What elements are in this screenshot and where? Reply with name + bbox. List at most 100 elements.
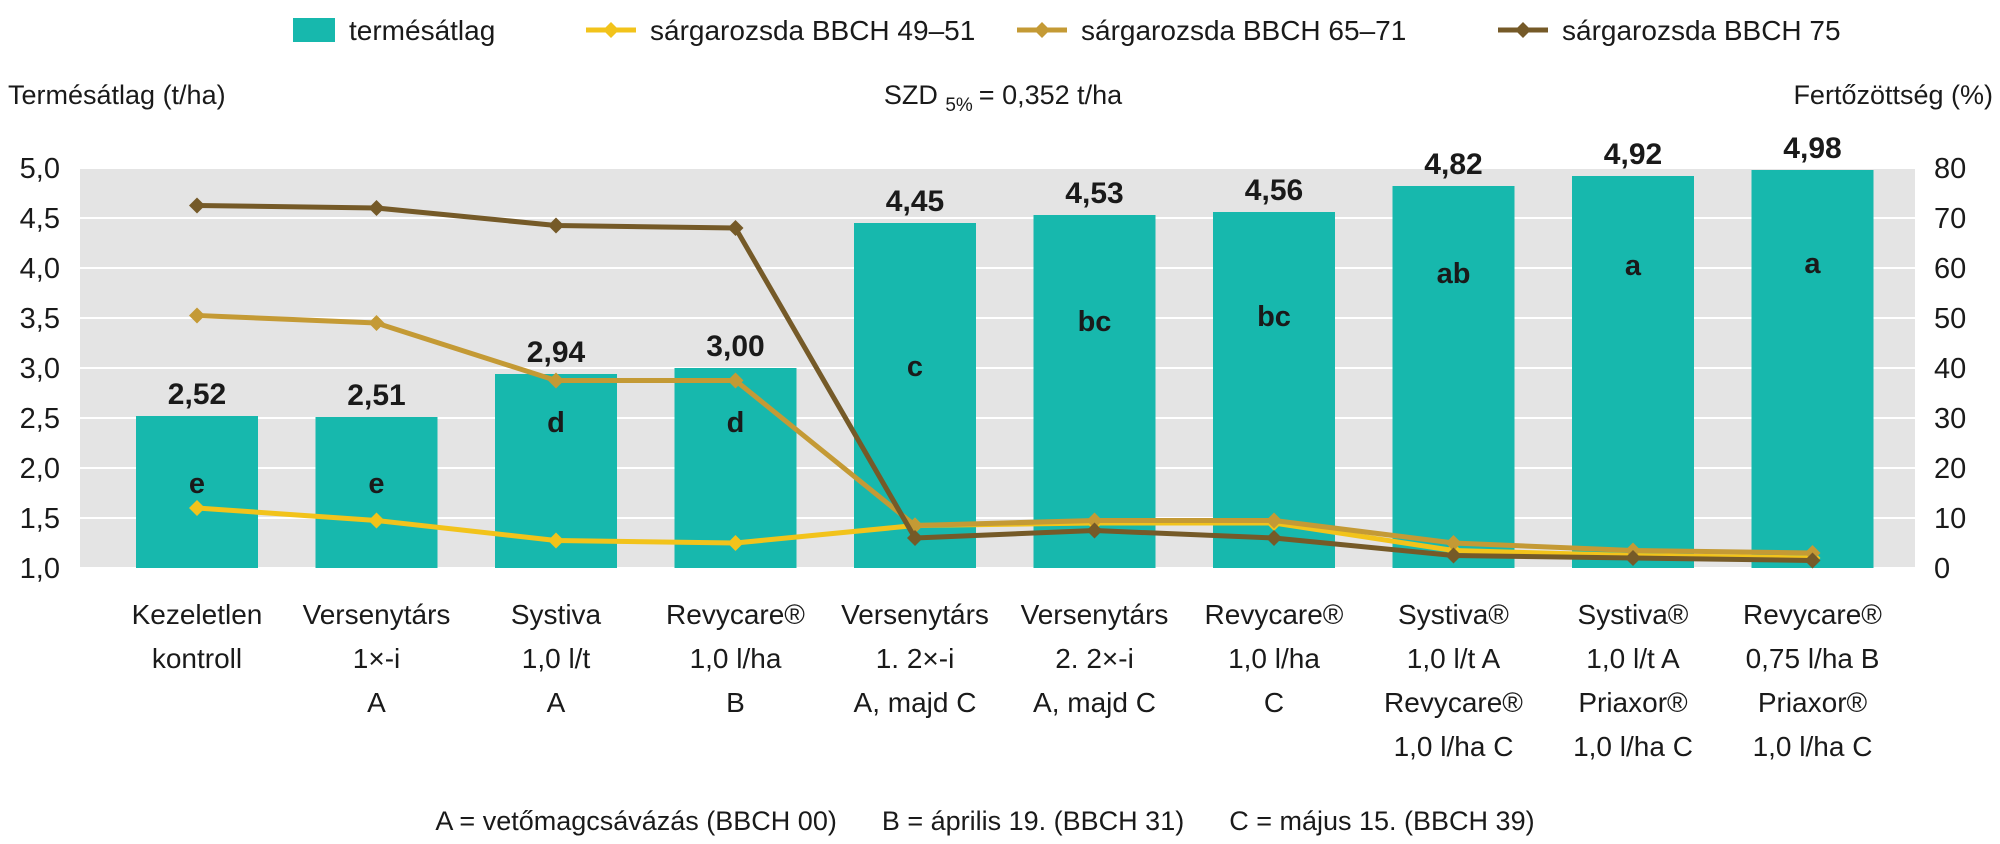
x-category-label: Priaxor® xyxy=(1758,687,1868,718)
x-category-label: Systiva xyxy=(511,599,602,630)
x-category-label: A xyxy=(547,687,566,718)
x-category-label: A, majd C xyxy=(854,687,977,718)
series-marker xyxy=(1086,512,1103,529)
legend-label: sárgarozsda BBCH 49–51 xyxy=(650,15,975,46)
bar xyxy=(674,368,797,568)
x-axis-categories: Kezeletlen kontroll Versenytárs 1×-i A Systiv… xyxy=(132,599,1883,762)
y-tick-label: 1,5 xyxy=(20,503,60,535)
bar-value-label: 4,82 xyxy=(1424,148,1482,181)
series-line xyxy=(196,313,1813,556)
x-category-label: A, majd C xyxy=(1033,687,1156,718)
legend-marker xyxy=(1515,22,1531,38)
legend-label: sárgarozsda BBCH 75 xyxy=(1562,15,1841,46)
x-category-label: A xyxy=(367,687,386,718)
x-category-label: Versenytárs xyxy=(841,599,989,630)
y-axis-left-ticks: 5,0 4,5 4,0 3,5 3,0 2,5 2,0 1,5 1,0 xyxy=(20,153,60,585)
y2-tick-label: 40 xyxy=(1934,353,1966,385)
y-tick-label: 4,5 xyxy=(20,203,60,235)
series-lines xyxy=(189,197,1821,569)
series-marker xyxy=(548,532,564,549)
y-tick-label: 5,0 xyxy=(20,153,60,185)
x-category-label: Revycare® xyxy=(1384,687,1523,718)
y-axis-right-ticks: 80 70 60 50 40 30 20 10 0 xyxy=(1934,153,1966,585)
y-tick-label: 4,0 xyxy=(20,253,60,285)
significance-letter: e xyxy=(189,468,205,500)
x-category-label: 1,0 l/ha xyxy=(690,643,782,674)
y2-tick-label: 10 xyxy=(1934,503,1966,535)
x-category-label: 0,75 l/ha B xyxy=(1746,643,1880,674)
significance-letter: d xyxy=(727,407,745,439)
x-category-label: 2. 2×-i xyxy=(1055,643,1134,674)
legend: termésátlag sárgarozsda BBCH 49–51 sárgaro… xyxy=(293,15,1841,46)
y-tick-label: 1,0 xyxy=(20,553,60,585)
series-marker xyxy=(189,197,205,214)
bar-value-label: 3,00 xyxy=(706,330,764,363)
x-category-label: 1,0 l/ha C xyxy=(1753,731,1873,762)
series-marker xyxy=(1625,550,1641,566)
significance-letter: ab xyxy=(1437,258,1471,290)
x-category-label: 1,0 l/ha C xyxy=(1394,731,1514,762)
series-marker xyxy=(189,307,205,324)
x-category-label: Priaxor® xyxy=(1578,687,1688,718)
legend-swatch xyxy=(293,18,335,42)
significance-letter: a xyxy=(1804,248,1821,280)
x-category-label: kontroll xyxy=(152,643,242,674)
x-category-label: Versenytárs xyxy=(303,599,451,630)
y2-tick-label: 0 xyxy=(1934,553,1950,585)
bars xyxy=(136,170,1874,568)
y2-tick-label: 20 xyxy=(1934,453,1966,485)
series-marker xyxy=(1445,547,1462,564)
significance-letter: a xyxy=(1625,250,1642,282)
bar-value-label: 2,52 xyxy=(168,378,226,411)
y2-tick-label: 80 xyxy=(1934,153,1966,185)
lsd-subscript: 5% xyxy=(945,95,973,116)
legend-label: sárgarozsda BBCH 65–71 xyxy=(1081,15,1406,46)
bar-value-label: 4,56 xyxy=(1245,174,1303,207)
series-marker xyxy=(1266,512,1282,529)
series-marker xyxy=(727,220,744,236)
series-marker xyxy=(1804,552,1821,569)
x-category-label: 1×-i xyxy=(353,643,400,674)
y2-tick-label: 30 xyxy=(1934,403,1966,435)
lsd-annotation: SZD 5% = 0,352 t/ha xyxy=(884,80,1123,116)
series-marker xyxy=(548,372,564,389)
significance-letter: d xyxy=(547,407,565,439)
series-marker xyxy=(1266,530,1282,546)
y2-tick-label: 70 xyxy=(1934,203,1966,235)
bar xyxy=(1392,186,1515,568)
bar xyxy=(1033,215,1156,568)
y-axis-right-title: Fertőzöttség (%) xyxy=(1793,80,1993,110)
bar xyxy=(1572,176,1694,568)
series-marker xyxy=(727,372,744,389)
bar xyxy=(136,416,258,568)
bar-value-label: 4,98 xyxy=(1783,132,1841,165)
bar-value-label: 2,51 xyxy=(347,379,405,412)
series-marker xyxy=(368,512,385,529)
significance-letter: bc xyxy=(1078,306,1112,338)
significance-letter: e xyxy=(368,468,384,500)
legend-label: termésátlag xyxy=(349,15,495,46)
bar xyxy=(854,223,976,568)
bar-value-label: 4,92 xyxy=(1604,138,1662,171)
series-marker xyxy=(1086,522,1103,539)
x-category-label: 1,0 l/t xyxy=(522,643,591,674)
y-tick-label: 2,5 xyxy=(20,403,60,435)
y2-tick-label: 50 xyxy=(1934,303,1966,335)
bar xyxy=(315,417,438,568)
bar-value-label: 4,53 xyxy=(1065,177,1123,210)
x-category-label: 1,0 l/ha C xyxy=(1573,731,1693,762)
footnote: A = vetőmagcsávázás (BBCH 00) B = áprili… xyxy=(435,806,1534,836)
x-category-label: 1,0 l/t A xyxy=(1586,643,1680,674)
x-category-label: Systiva® xyxy=(1398,599,1509,630)
series-line xyxy=(196,203,1813,563)
series-marker xyxy=(548,217,564,234)
series-marker xyxy=(907,530,923,546)
series-marker xyxy=(368,315,385,331)
series-marker xyxy=(189,500,205,516)
series-marker xyxy=(727,535,744,551)
bar-labels: 2,52 e 2,51 e 2,94 d 3,00 d 4,45 c 4,53 bc 4,56 bc 4,8… xyxy=(168,132,1842,500)
x-category-label: 1,0 l/ha xyxy=(1228,643,1320,674)
y-tick-label: 3,0 xyxy=(20,353,60,385)
x-category-label: 1. 2×-i xyxy=(876,643,955,674)
